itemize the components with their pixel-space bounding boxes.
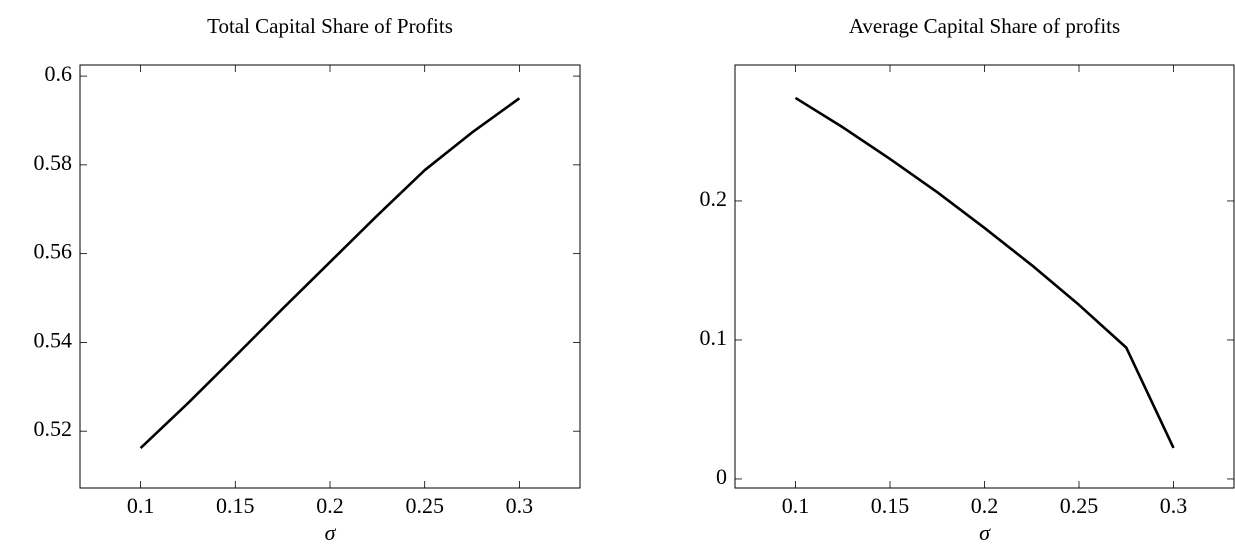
y-tick-label: 0.58 <box>34 150 73 175</box>
x-tick-label: 0.1 <box>127 493 155 518</box>
chart-title: Average Capital Share of profits <box>849 14 1120 38</box>
line-series <box>794 96 1175 449</box>
x-axis-label: σ <box>979 520 991 545</box>
x-tick-label: 0.25 <box>1060 493 1099 518</box>
x-tick-label: 0.2 <box>971 493 999 518</box>
x-tick-label: 0.15 <box>216 493 255 518</box>
line-series <box>139 97 521 449</box>
y-tick-label: 0.6 <box>45 61 73 86</box>
y-tick-label: 0.56 <box>34 239 73 264</box>
x-tick-label: 0.15 <box>871 493 910 518</box>
y-tick-label: 0.1 <box>700 325 728 350</box>
x-tick-label: 0.1 <box>782 493 810 518</box>
plot-frame <box>734 64 1235 489</box>
chart-title: Total Capital Share of Profits <box>207 14 453 38</box>
plot-frame <box>79 64 581 489</box>
x-axis-label: σ <box>325 520 337 545</box>
x-tick-label: 0.2 <box>316 493 344 518</box>
y-tick-label: 0 <box>716 464 727 489</box>
y-tick-label: 0.52 <box>34 416 73 441</box>
x-tick-label: 0.3 <box>506 493 534 518</box>
x-tick-label: 0.3 <box>1160 493 1188 518</box>
y-tick-label: 0.2 <box>700 186 728 211</box>
x-tick-label: 0.25 <box>405 493 444 518</box>
y-tick-label: 0.54 <box>34 327 73 352</box>
